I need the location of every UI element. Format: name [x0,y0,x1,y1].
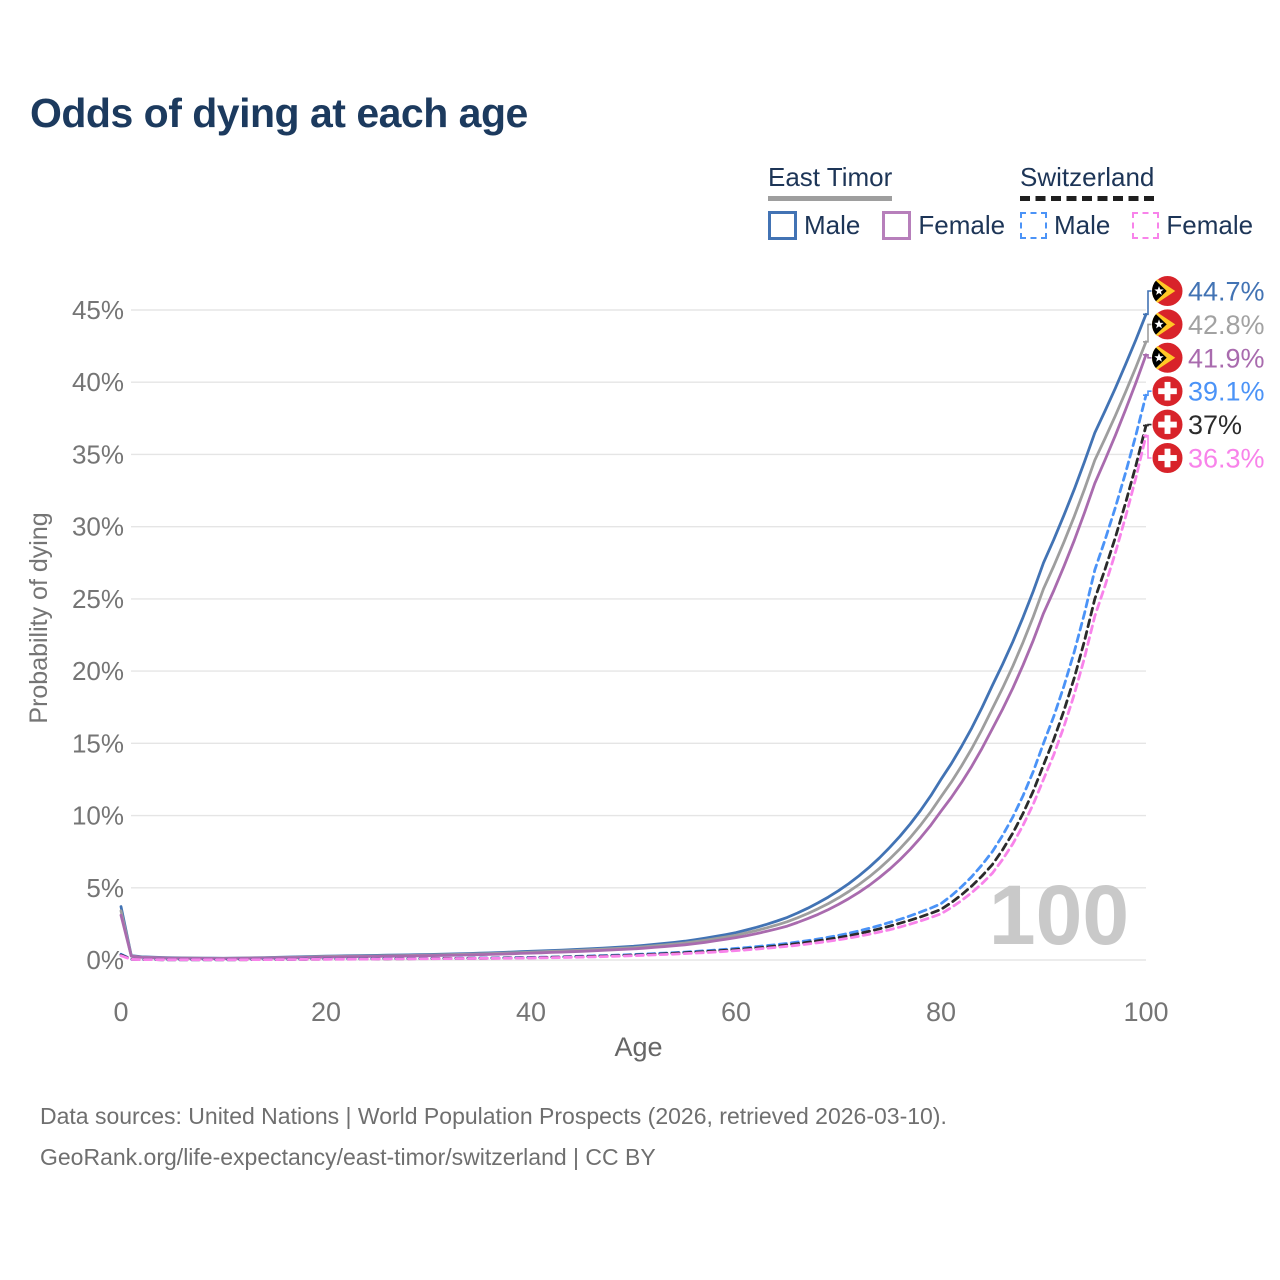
end-value-label: 37% [1188,410,1242,440]
x-tick-label: 20 [311,997,341,1027]
switzerland-male-swatch-icon [1020,212,1047,239]
attribution-note: GeoRank.org/life-expectancy/east-timor/s… [40,1144,656,1170]
label-connector [1143,423,1152,427]
solid-line-swatch [768,196,893,201]
end-value-label: 36.3% [1188,444,1265,474]
end-value-label: 39.1% [1188,377,1265,407]
east-timor-flag-icon [1151,308,1184,341]
axes: 0 20 40 60 80 100 Age Probability of dying [25,512,1169,1062]
x-tick-label: 40 [516,997,546,1027]
switzerland-female-swatch-icon [1132,212,1160,239]
switzerland-flag-icon [1151,375,1184,408]
end-value-label: 41.9% [1188,343,1265,373]
legend-title: East Timor [768,162,893,192]
legend-group-east-timor[interactable]: East Timor Male Female [768,162,1027,241]
label-connector [1143,434,1152,459]
y-tick-label: 10% [72,801,124,831]
series-line-switzerland-female[interactable] [119,434,1148,962]
legend-header-switzerland: Switzerland [1020,162,1155,201]
gridlines: 0% 5% 10% 15% 20% 25% 30% 35% 40% 45% [72,295,1146,975]
x-axis-title: Age [614,1032,662,1062]
y-tick-label: 45% [72,295,124,325]
age-counter-watermark: 100 [989,868,1129,962]
legend-item-label: Male [1054,210,1111,240]
legend-item-label: Male [804,210,861,240]
y-tick-label: 5% [86,873,124,903]
y-tick-label: 20% [72,656,124,686]
label-connector [1143,323,1152,343]
x-tick-label: 60 [721,997,751,1027]
series-line-east-timor-male[interactable] [119,312,1148,960]
y-tick-label: 15% [72,728,124,758]
legend-item-label: Female [918,210,1006,240]
east-timor-female-swatch-icon [882,211,912,240]
y-tick-label: 0% [86,945,124,975]
y-tick-label: 35% [72,439,124,469]
dashed-line-swatch [1020,196,1155,201]
y-axis-title: Probability of dying [25,512,53,723]
y-tick-label: 40% [72,367,124,397]
x-tick-label: 100 [1123,997,1168,1027]
switzerland-flag-icon [1151,408,1184,441]
data-source-note: Data sources: United Nations | World Pop… [40,1103,947,1129]
label-connector [1143,290,1152,316]
east-timor-flag-icon [1151,341,1184,374]
end-value-label: 44.7% [1188,277,1265,307]
switzerland-flag-icon [1151,442,1184,474]
legend-group-switzerland[interactable]: Switzerland Male Female [1020,162,1275,241]
series-line-east-timor-female[interactable] [119,353,1148,960]
x-tick-label: 0 [113,997,128,1027]
end-value-label: 42.8% [1188,310,1265,340]
east-timor-male-swatch-icon [768,211,797,240]
east-timor-flag-icon [1151,275,1184,307]
label-connector [1143,353,1152,359]
label-connector [1143,390,1152,397]
legend-header-east-timor: East Timor [768,162,893,201]
y-tick-label: 30% [72,512,124,542]
legend-item-label: Female [1166,210,1254,240]
footer: Data sources: United Nations | World Pop… [40,1096,947,1178]
x-tick-label: 80 [926,997,956,1027]
legend-title: Switzerland [1020,162,1155,192]
y-tick-label: 25% [72,584,124,614]
page-title: Odds of dying at each age [30,90,528,136]
